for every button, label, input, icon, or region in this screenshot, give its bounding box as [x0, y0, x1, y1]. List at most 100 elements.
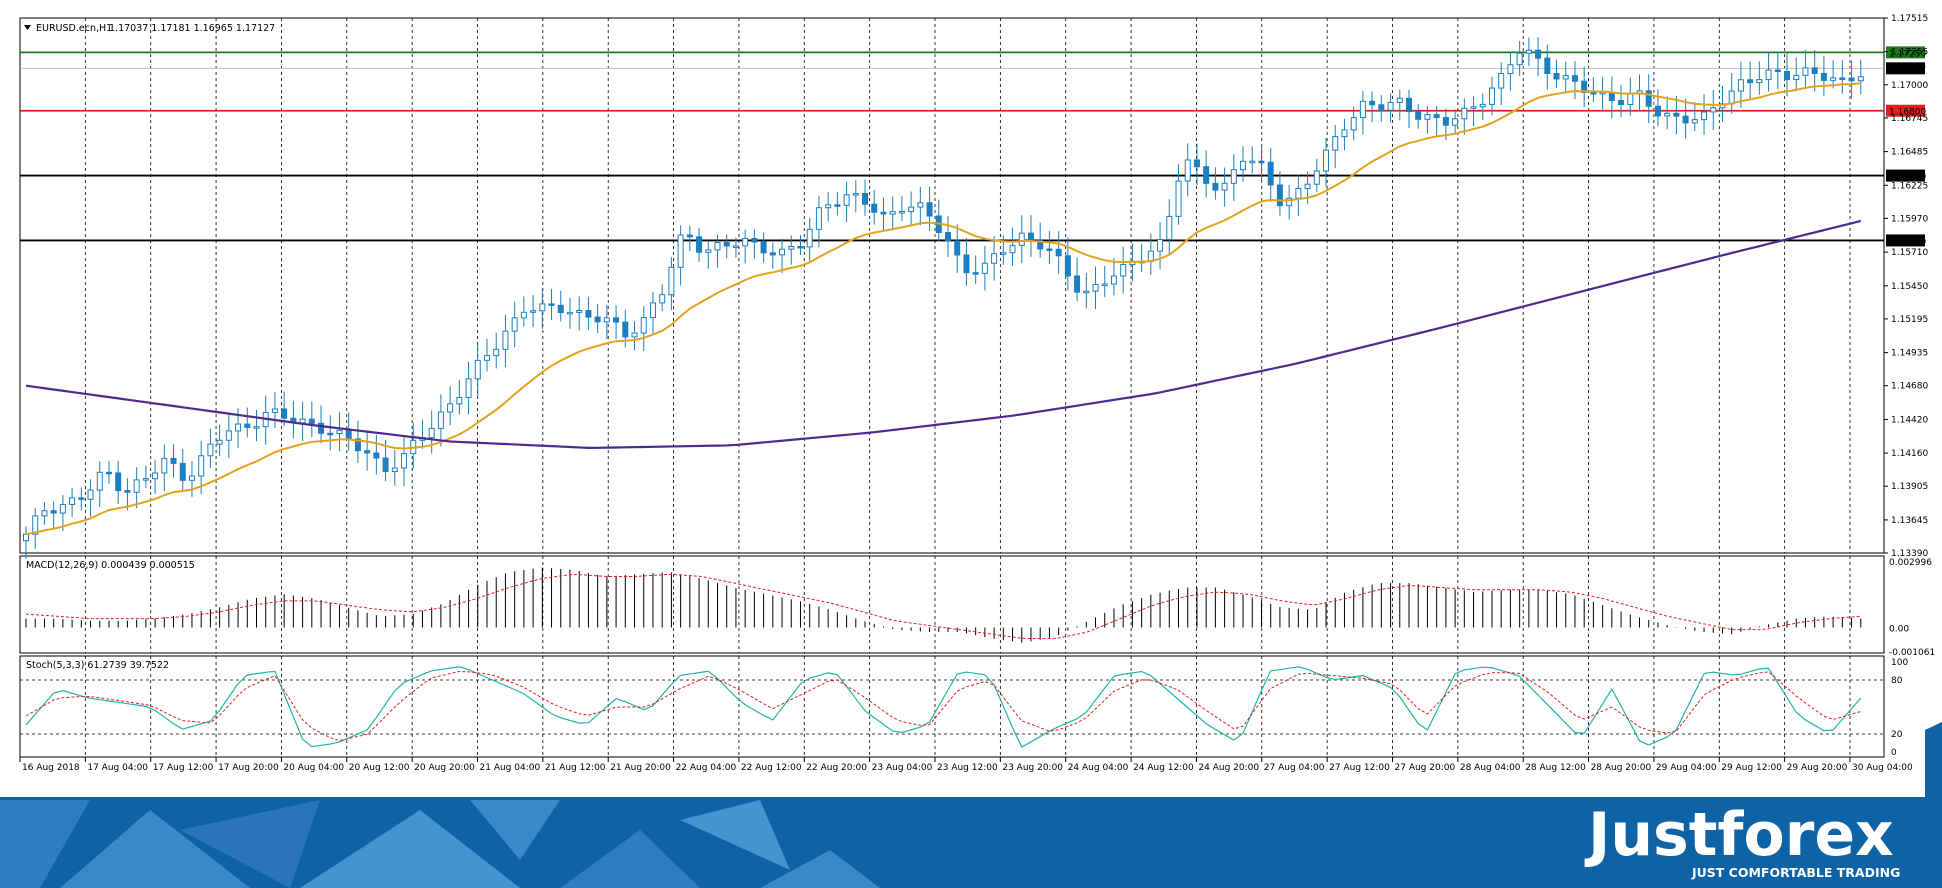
candle-body[interactable]	[548, 303, 555, 306]
candle-body[interactable]	[1747, 79, 1754, 84]
candle-body[interactable]	[1525, 49, 1532, 54]
candle-body[interactable]	[659, 294, 666, 304]
candle-body[interactable]	[1046, 248, 1053, 251]
candle-body[interactable]	[742, 238, 749, 247]
candle-body[interactable]	[714, 241, 721, 251]
candle-body[interactable]	[1857, 76, 1864, 82]
candle-body[interactable]	[788, 245, 795, 250]
candle-body[interactable]	[1756, 79, 1763, 84]
candle-body[interactable]	[1820, 72, 1827, 81]
candle-body[interactable]	[1157, 238, 1164, 252]
candle-body[interactable]	[991, 253, 998, 264]
candle-body[interactable]	[1848, 77, 1855, 82]
candle-body[interactable]	[1682, 115, 1689, 124]
candle-body[interactable]	[32, 515, 39, 535]
candle-body[interactable]	[963, 254, 970, 274]
candle-body[interactable]	[1341, 129, 1348, 138]
candle-body[interactable]	[1378, 104, 1385, 111]
candle-body[interactable]	[954, 240, 961, 256]
candle-body[interactable]	[198, 455, 205, 477]
candle-body[interactable]	[1516, 52, 1523, 66]
candle-body[interactable]	[179, 462, 186, 481]
candle-body[interactable]	[345, 429, 352, 440]
candle-body[interactable]	[1461, 107, 1468, 120]
candle-body[interactable]	[705, 249, 712, 253]
candle-body[interactable]	[1240, 160, 1247, 171]
candle-body[interactable]	[1064, 255, 1071, 277]
candle-body[interactable]	[1249, 160, 1256, 164]
candle-body[interactable]	[78, 497, 85, 500]
candle-body[interactable]	[253, 426, 260, 429]
candle-body[interactable]	[447, 403, 454, 413]
candle-body[interactable]	[1710, 107, 1717, 113]
candle-body[interactable]	[1009, 244, 1016, 254]
candle-body[interactable]	[1406, 97, 1412, 113]
candle-body[interactable]	[1691, 119, 1698, 124]
candle-body[interactable]	[1332, 136, 1339, 151]
candle-body[interactable]	[852, 193, 859, 196]
candle-body[interactable]	[1544, 57, 1551, 74]
candle-body[interactable]	[769, 252, 776, 256]
candle-body[interactable]	[281, 408, 288, 419]
candle-body[interactable]	[640, 317, 647, 334]
candle-body[interactable]	[96, 471, 103, 491]
macd-panel[interactable]	[19, 555, 1885, 654]
candle-body[interactable]	[1507, 64, 1514, 75]
candle-body[interactable]	[889, 211, 896, 215]
candle-body[interactable]	[271, 408, 278, 413]
candle-body[interactable]	[843, 194, 850, 206]
candle-body[interactable]	[862, 193, 869, 205]
candle-body[interactable]	[1802, 67, 1809, 76]
candle-body[interactable]	[1830, 77, 1837, 81]
candle-body[interactable]	[1452, 118, 1459, 126]
candle-body[interactable]	[1479, 103, 1486, 108]
candle-body[interactable]	[972, 272, 979, 275]
candle-body[interactable]	[898, 210, 905, 214]
candle-body[interactable]	[474, 359, 481, 380]
candle-body[interactable]	[539, 303, 546, 312]
candle-body[interactable]	[1415, 111, 1422, 120]
candle-body[interactable]	[373, 452, 380, 459]
candle-body[interactable]	[1387, 101, 1394, 111]
candle-body[interactable]	[1839, 77, 1846, 80]
candle-body[interactable]	[1498, 73, 1505, 89]
candle-body[interactable]	[1203, 166, 1210, 184]
candle-body[interactable]	[1728, 90, 1735, 105]
candle-body[interactable]	[1221, 182, 1228, 191]
candle-body[interactable]	[677, 234, 684, 268]
candle-body[interactable]	[1359, 100, 1366, 119]
candle-body[interactable]	[1276, 184, 1283, 207]
candle-body[interactable]	[917, 202, 924, 208]
candle-body[interactable]	[557, 304, 564, 313]
candle-body[interactable]	[1323, 149, 1330, 172]
candle-body[interactable]	[336, 429, 343, 435]
candle-body[interactable]	[1793, 74, 1800, 81]
candle-body[interactable]	[631, 332, 638, 338]
candle-body[interactable]	[511, 317, 518, 332]
candle-body[interactable]	[456, 396, 463, 405]
candle-body[interactable]	[1433, 114, 1440, 119]
collapse-triangle-icon[interactable]	[24, 25, 31, 30]
main-price-panel[interactable]	[19, 17, 1885, 554]
candle-body[interactable]	[1553, 72, 1560, 80]
candle-body[interactable]	[401, 453, 408, 469]
candle-body[interactable]	[668, 266, 675, 296]
candle-body[interactable]	[1027, 232, 1034, 242]
candle-body[interactable]	[161, 457, 168, 474]
candle-body[interactable]	[686, 234, 693, 238]
candle-body[interactable]	[880, 211, 887, 215]
candle-body[interactable]	[1571, 75, 1578, 82]
candle-body[interactable]	[23, 533, 29, 542]
candle-body[interactable]	[1083, 290, 1090, 294]
candle-body[interactable]	[945, 232, 951, 242]
candle-body[interactable]	[1470, 106, 1477, 109]
candle-body[interactable]	[1304, 183, 1311, 189]
candle-body[interactable]	[1673, 112, 1680, 117]
candle-body[interactable]	[1737, 79, 1744, 92]
candle-body[interactable]	[437, 411, 444, 429]
candle-body[interactable]	[1701, 111, 1708, 121]
candle-body[interactable]	[649, 302, 656, 319]
candle-body[interactable]	[834, 204, 841, 207]
candle-body[interactable]	[1184, 159, 1191, 182]
candle-body[interactable]	[382, 457, 389, 473]
